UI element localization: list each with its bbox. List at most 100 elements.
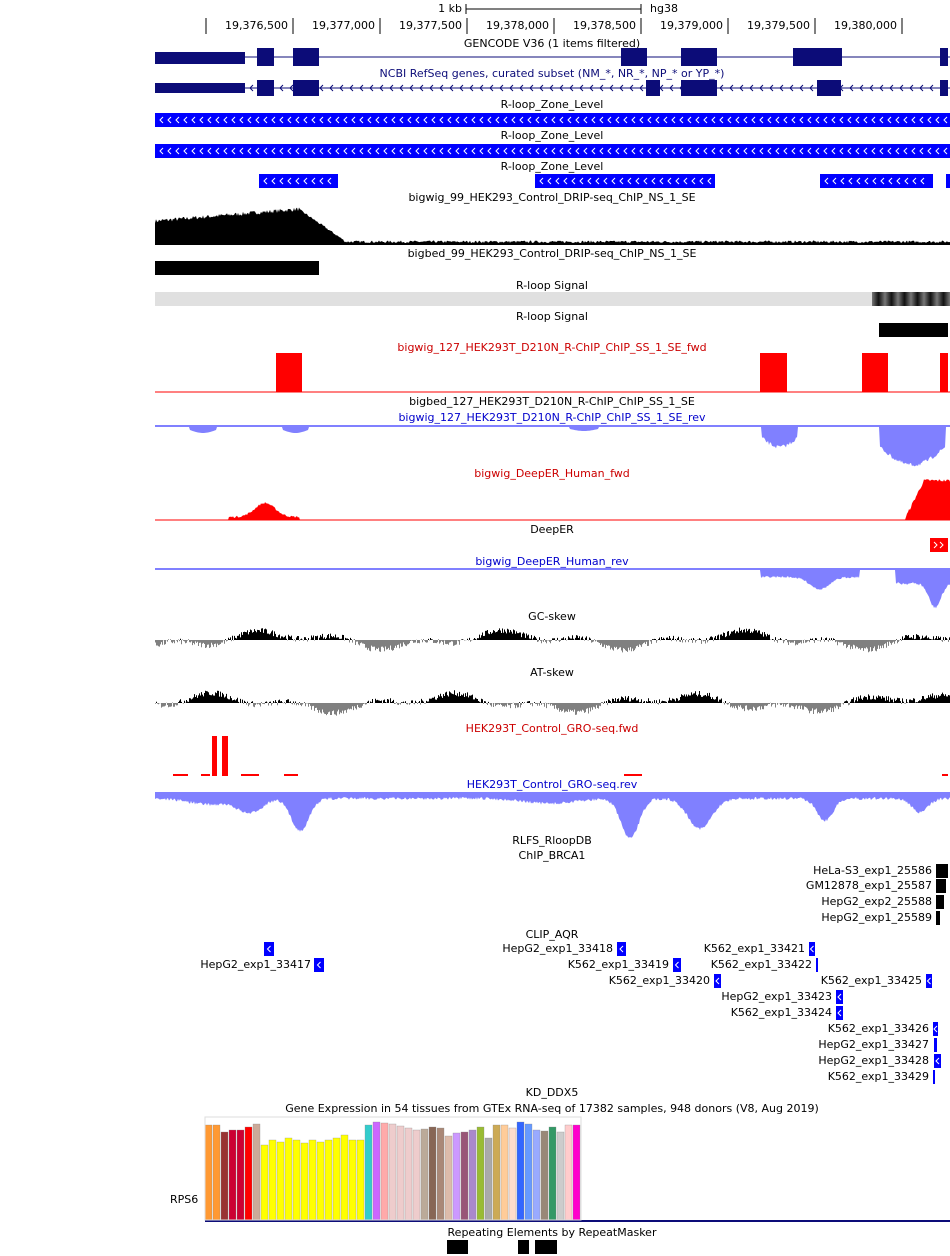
expression-bar [444,1135,453,1221]
ruler-label: 19,378,000 [486,19,549,32]
item-label: HepG2_exp2_25588 [821,895,932,908]
item-label: K562_exp1_33419 [568,958,669,971]
strand-arrow [609,84,614,92]
expression-bar [300,1142,309,1221]
ruler-label: 19,377,000 [312,19,375,32]
signal-block [862,353,888,392]
signal-area [155,207,950,245]
track-label: bigbed_99_HEK293_Control_DRIP-seq_ChIP_N… [408,247,697,260]
ruler-label: 19,377,500 [399,19,462,32]
strand-arrow [933,1025,938,1033]
expression-bar [204,1124,213,1221]
strand-arrow [499,84,504,92]
strand-arrow [559,84,564,92]
exon [681,48,717,66]
expression-bar [324,1139,333,1221]
strand-arrow [569,84,574,92]
expression-bar [508,1127,517,1221]
expression-bar [412,1129,421,1221]
strand-arrow [439,84,444,92]
item-block [934,1038,937,1052]
track-label: GENCODE V36 (1 items filtered) [464,37,640,50]
track-label: ChIP_BRCA1 [519,849,586,862]
track-label: bigbed_127_HEK293T_D210N_R-ChIP_ChIP_SS_… [409,395,695,408]
expression-bar [284,1137,293,1221]
track-label: bigwig_127_HEK293T_D210N_R-ChIP_ChIP_SS_… [397,341,706,354]
strand-arrow [926,977,931,985]
expression-bar [228,1129,237,1221]
exon [155,52,245,64]
expression-bar [388,1123,397,1221]
strand-arrow [715,977,720,985]
strand-arrow [389,84,394,92]
strand-arrow [729,84,734,92]
expression-bar [260,1144,269,1221]
ruler-label: 19,376,500 [225,19,288,32]
expression-bar [516,1121,525,1221]
strand-arrow [749,84,754,92]
exon [293,48,319,66]
exon [817,80,841,96]
item-block [933,1070,935,1084]
signal-area [155,794,950,838]
strand-arrow [329,84,334,92]
strand-arrow [739,84,744,92]
expression-bar [468,1129,477,1221]
strand-arrow [929,84,934,92]
expression-bar [436,1127,445,1221]
expression-bar [500,1124,509,1221]
repeat-block [447,1240,468,1254]
strand-arrow [539,84,544,92]
track-label: DeepER [530,523,574,536]
expression-bar [252,1123,261,1221]
item-label: GM12878_exp1_25587 [806,879,932,892]
strand-arrow [619,945,624,953]
item-label: HepG2_exp1_25589 [821,911,932,924]
strand-arrow [899,84,904,92]
strand-arrow [837,1009,842,1017]
strand-arrow [549,84,554,92]
item-block [836,1006,843,1020]
bed-block [879,323,948,337]
ruler-label: 19,379,000 [660,19,723,32]
exon [257,48,274,66]
zone-chevrons [824,177,925,185]
scale-bar [465,4,642,14]
item-block [816,958,818,972]
expression-bar [276,1141,285,1221]
strand-arrow [319,84,324,92]
strand-arrow [399,84,404,92]
zone-bar [535,174,715,188]
strand-arrow [935,1057,940,1065]
expression-bar [532,1129,541,1221]
item-label: HepG2_exp1_33428 [818,1054,929,1067]
expression-bar [308,1139,317,1221]
item-label: K562_exp1_33429 [828,1070,929,1083]
strand-arrow [619,84,624,92]
track-label: Repeating Elements by RepeatMasker [448,1226,657,1239]
strand-arrow [859,84,864,92]
signal-area [155,479,950,520]
item-label: K562_exp1_33425 [821,974,922,987]
track-label: HEK293T_Control_GRO-seq.rev [467,778,638,791]
exon [940,48,948,66]
item-block [714,974,721,988]
strand-arrow [459,84,464,92]
track-label: Gene Expression in 54 tissues from GTEx … [285,1102,819,1115]
expression-bar [212,1124,221,1221]
track-label: R-loop_Zone_Level [501,160,604,173]
signal-bar [872,292,950,306]
strand-arrow [769,84,774,92]
exon [940,80,948,96]
item-label: K562_exp1_33426 [828,1022,929,1035]
gene-label: RPS6 [170,1193,198,1206]
expression-bar [492,1124,501,1221]
item-label: HepG2_exp1_33427 [818,1038,929,1051]
expression-bar [340,1134,349,1221]
zone-chevrons [539,177,712,185]
expression-bar [220,1131,229,1221]
track-label: GC-skew [528,610,576,623]
strand-arrow [479,84,484,92]
strand-arrow [933,541,944,549]
